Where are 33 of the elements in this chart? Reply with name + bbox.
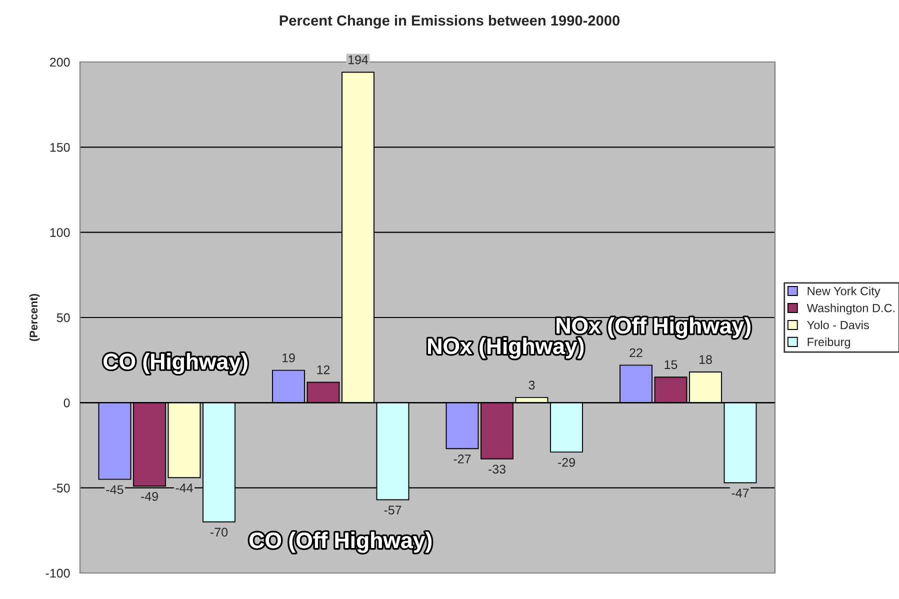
data-label: -70: [210, 528, 228, 537]
x-tick-label: CO (Off Highway): [250, 532, 432, 553]
y-axis-title: (Percent): [29, 294, 40, 342]
legend-label: Washington D.C.: [806, 304, 895, 315]
data-label: 19: [282, 353, 295, 362]
data-label: -27: [454, 454, 471, 464]
x-tick-label: CO (Highway): [104, 353, 248, 374]
y-tick-label: 150: [50, 142, 70, 152]
data-label: 12: [317, 365, 330, 374]
data-label: -33: [488, 464, 506, 474]
y-tick-label: -100: [46, 568, 70, 578]
data-label: 15: [664, 360, 678, 370]
legend-label: Freiburg: [808, 337, 850, 348]
data-label: 194: [348, 55, 368, 64]
x-tick-label: NOx (Off Highway): [556, 317, 750, 338]
y-tick-label: -50: [52, 484, 70, 492]
data-label: -44: [176, 484, 193, 492]
chart-title: Percent Change in Emissions between 1990-2000: [280, 14, 620, 29]
legend-label: Yolo - Davis: [807, 320, 869, 330]
legend-label: New York City: [808, 286, 880, 298]
data-label: -49: [141, 492, 158, 501]
data-label: -29: [558, 458, 575, 467]
y-tick-label: 200: [50, 58, 70, 67]
data-label: -57: [384, 506, 402, 514]
data-label: -47: [732, 488, 749, 498]
x-tick-label: NOx (Highway): [428, 338, 584, 359]
data-label: 22: [630, 348, 642, 358]
data-label: 18: [700, 355, 712, 364]
y-tick-label: 50: [56, 313, 70, 322]
y-tick-label: 0: [64, 398, 70, 408]
data-label: 3: [528, 380, 535, 390]
data-label: -45: [106, 485, 124, 494]
y-tick-label: 100: [50, 228, 70, 237]
